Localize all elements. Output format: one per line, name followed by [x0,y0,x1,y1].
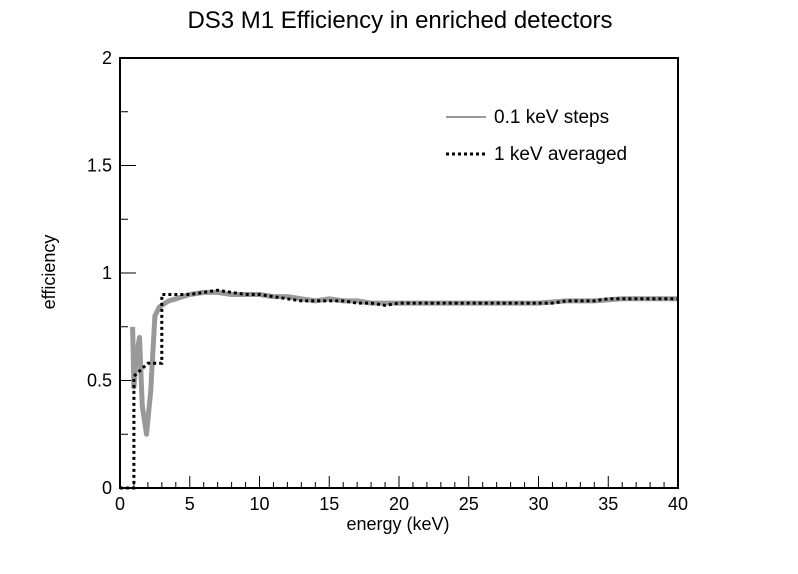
legend-label: 1 keV averaged [494,144,627,165]
x-tick-label: 5 [185,494,195,514]
legend-label: 0.1 keV steps [494,107,609,128]
plot-frame [119,57,679,489]
series-line-1kev-averaged [120,288,678,490]
x-tick-label: 10 [249,494,269,514]
x-tick-label: 20 [389,494,409,514]
x-tick-label: 25 [459,494,479,514]
y-tick-label: 0.5 [87,371,112,391]
series-group [120,288,678,490]
x-tick-label: 0 [115,494,125,514]
x-tick-label: 35 [598,494,618,514]
y-tick-label: 0 [102,478,112,498]
legend: 0.1 keV steps 1 keV averaged [446,107,627,165]
series-line-0p1kev [130,289,678,437]
chart-title: DS3 M1 Efficiency in enriched detectors [187,7,612,34]
x-tick-label: 30 [528,494,548,514]
y-tick-label: 1.5 [87,156,112,176]
y-tick-label: 1 [102,263,112,283]
y-axis-label: efficiency [39,235,59,310]
x-tick-label: 15 [319,494,339,514]
x-axis-label: energy (keV) [346,514,449,534]
y-tick-label: 2 [102,48,112,68]
x-tick-label: 40 [668,494,688,514]
axis-ticks: 0 5 10 15 20 25 30 35 40 0 0.5 1 1.5 2 [87,48,688,514]
